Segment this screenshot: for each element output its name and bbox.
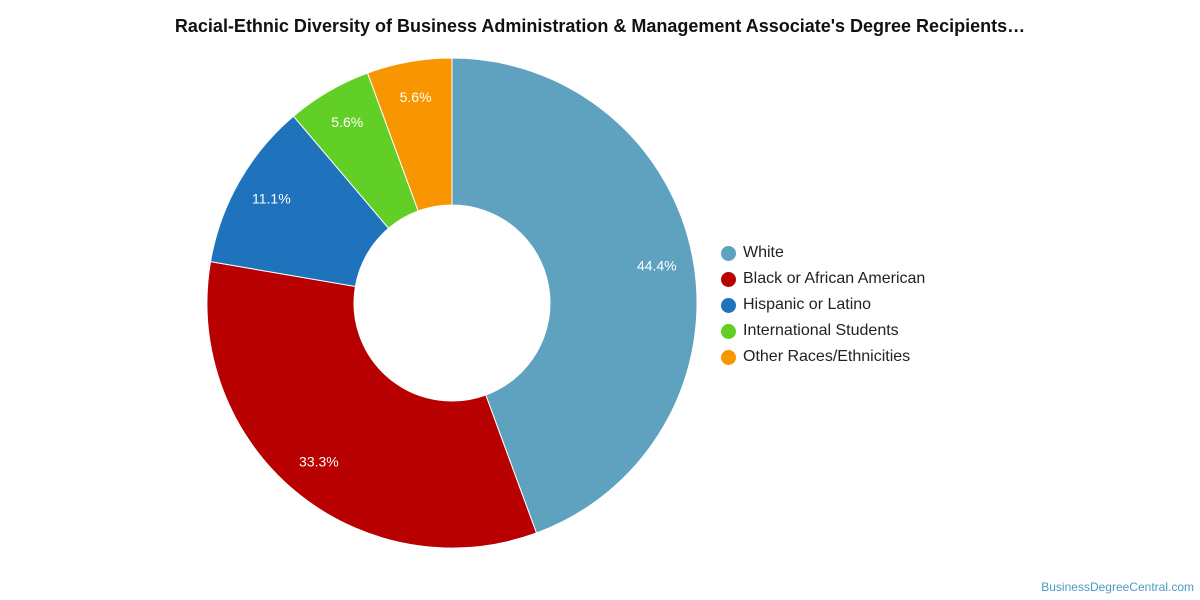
slice-label-4: 5.6%: [400, 89, 432, 105]
legend-label-3: International Students: [743, 322, 899, 339]
legend-swatch-2: [721, 297, 736, 313]
slice-label-1: 33.3%: [299, 454, 339, 470]
legend-swatch-0: [721, 245, 736, 261]
source-credit[interactable]: BusinessDegreeCentral.com: [1041, 580, 1194, 594]
slice-2[interactable]: [209, 115, 390, 288]
legend-item-1[interactable]: Black or African American: [721, 266, 925, 292]
legend-label-2: Hispanic or Latino: [743, 296, 872, 313]
legend-swatch-4: [721, 349, 736, 365]
chart-legend: White Black or African American Hispanic o…: [721, 240, 925, 370]
legend-swatch-3: [721, 323, 736, 339]
slice-label-2: 11.1%: [252, 191, 291, 207]
legend-label-4: Other Races/Ethnicities: [743, 348, 911, 365]
legend-item-2[interactable]: Hispanic or Latino: [721, 292, 925, 318]
slice-label-0: 44.4%: [637, 257, 677, 273]
slice-0[interactable]: [451, 57, 698, 534]
chart-title: Racial-Ethnic Diversity of Business Admi…: [174, 16, 1026, 36]
legend-item-4[interactable]: Other Races/Ethnicities: [721, 344, 925, 370]
slice-1[interactable]: [206, 261, 538, 549]
legend-label-0: White: [743, 244, 784, 261]
legend-item-0[interactable]: White: [721, 240, 925, 266]
slice-label-3: 5.6%: [331, 114, 363, 130]
legend-item-3[interactable]: International Students: [721, 318, 925, 344]
slice-4[interactable]: [366, 57, 453, 212]
legend-swatch-1: [721, 271, 736, 287]
legend-label-1: Black or African American: [743, 270, 926, 287]
